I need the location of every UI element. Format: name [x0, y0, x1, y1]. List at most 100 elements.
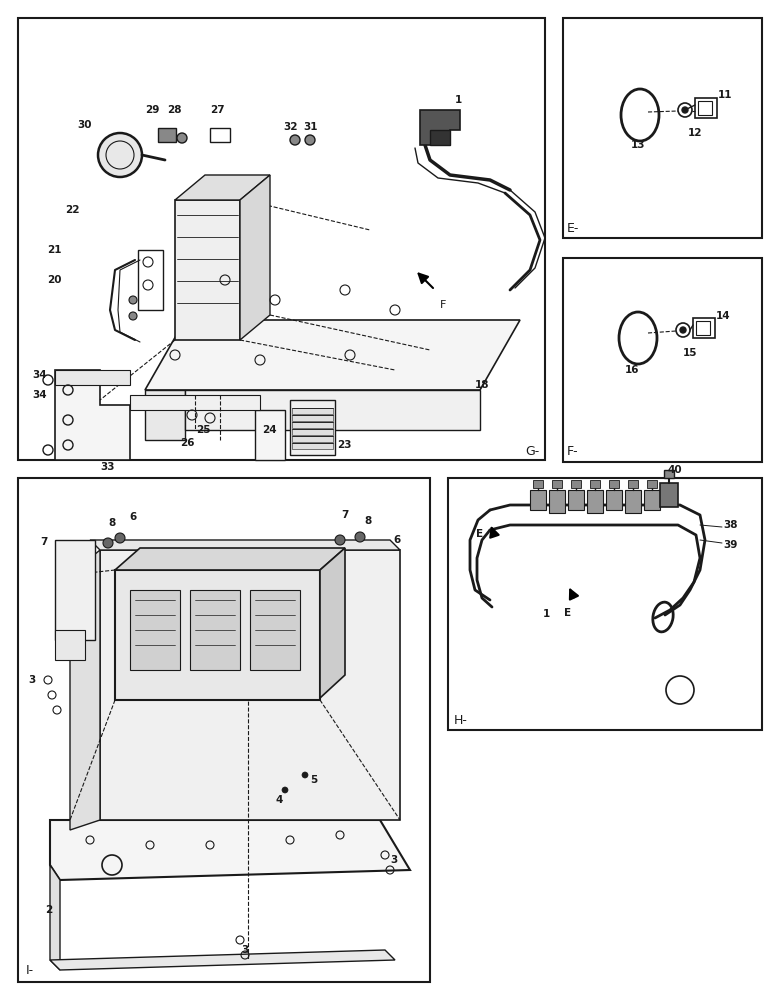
Bar — [660, 483, 678, 507]
Bar — [563, 258, 762, 462]
Bar — [130, 590, 180, 670]
Text: 24: 24 — [262, 425, 277, 435]
Circle shape — [335, 535, 345, 545]
Text: 29: 29 — [145, 105, 159, 115]
Bar — [430, 130, 450, 145]
Text: 28: 28 — [167, 105, 181, 115]
Text: 1: 1 — [543, 609, 550, 619]
Text: 8: 8 — [364, 516, 371, 526]
Polygon shape — [70, 550, 100, 830]
Bar — [698, 101, 712, 115]
Text: 34: 34 — [32, 390, 47, 400]
Text: 22: 22 — [66, 205, 80, 215]
Polygon shape — [55, 370, 130, 460]
Bar — [250, 590, 300, 670]
Polygon shape — [55, 370, 130, 385]
Polygon shape — [50, 865, 60, 970]
Circle shape — [355, 532, 365, 542]
Text: 7: 7 — [342, 510, 349, 520]
Bar — [568, 490, 584, 510]
Polygon shape — [420, 110, 460, 145]
Polygon shape — [175, 200, 240, 340]
Text: F: F — [440, 300, 446, 310]
Text: 6: 6 — [393, 535, 400, 545]
Bar — [18, 18, 545, 460]
Polygon shape — [50, 950, 395, 970]
Text: H-: H- — [454, 714, 468, 727]
Text: 21: 21 — [48, 245, 62, 255]
Bar — [571, 480, 581, 488]
Polygon shape — [55, 630, 85, 660]
Text: 11: 11 — [718, 90, 732, 100]
Text: 23: 23 — [337, 440, 352, 450]
Polygon shape — [90, 540, 400, 550]
Circle shape — [129, 296, 137, 304]
Text: 5: 5 — [310, 775, 317, 785]
Circle shape — [177, 133, 187, 143]
Text: 32: 32 — [284, 122, 298, 132]
Polygon shape — [145, 390, 185, 440]
Bar — [695, 98, 717, 118]
Bar — [696, 321, 710, 335]
Text: 16: 16 — [625, 365, 640, 375]
Bar — [549, 490, 565, 513]
Bar — [647, 480, 657, 488]
Bar — [448, 478, 762, 730]
Polygon shape — [320, 548, 345, 698]
Text: 6: 6 — [129, 512, 136, 522]
Polygon shape — [185, 390, 480, 430]
Bar — [292, 415, 333, 421]
Bar — [530, 490, 546, 510]
Text: 4: 4 — [275, 795, 282, 805]
Polygon shape — [290, 400, 335, 455]
Bar — [587, 490, 603, 513]
Polygon shape — [100, 550, 400, 820]
Circle shape — [129, 312, 137, 320]
Bar — [292, 429, 333, 435]
Polygon shape — [240, 175, 270, 340]
Text: 3: 3 — [390, 855, 397, 865]
Circle shape — [282, 787, 288, 793]
Circle shape — [115, 533, 125, 543]
Bar — [552, 480, 562, 488]
Text: E: E — [476, 529, 483, 539]
Text: 31: 31 — [303, 122, 318, 132]
Text: 13: 13 — [631, 140, 645, 150]
Circle shape — [680, 327, 686, 333]
Text: 27: 27 — [210, 105, 225, 115]
Circle shape — [305, 135, 315, 145]
Text: 40: 40 — [668, 465, 682, 475]
Bar — [18, 478, 430, 982]
Bar — [292, 436, 333, 442]
Bar — [563, 18, 762, 238]
Polygon shape — [130, 395, 260, 410]
Bar — [609, 480, 619, 488]
Bar — [664, 470, 674, 478]
Text: 3: 3 — [29, 675, 36, 685]
Text: E: E — [565, 608, 572, 618]
Circle shape — [98, 133, 142, 177]
Circle shape — [290, 135, 300, 145]
Text: 34: 34 — [32, 370, 47, 380]
Text: 3: 3 — [241, 945, 249, 955]
Bar — [292, 443, 333, 449]
Bar — [292, 408, 333, 414]
Polygon shape — [55, 540, 95, 640]
Text: G-: G- — [525, 445, 539, 458]
Bar — [644, 490, 660, 510]
Bar — [628, 480, 638, 488]
Bar — [590, 480, 600, 488]
Bar — [138, 250, 163, 310]
Text: 2: 2 — [44, 905, 52, 915]
Polygon shape — [255, 410, 285, 460]
Text: 7: 7 — [41, 537, 48, 547]
Text: 12: 12 — [688, 128, 702, 138]
Bar — [158, 128, 176, 142]
Text: 25: 25 — [196, 425, 211, 435]
Text: E-: E- — [567, 222, 580, 235]
Text: 38: 38 — [723, 520, 738, 530]
Text: 8: 8 — [108, 518, 115, 528]
Bar — [210, 128, 230, 142]
Text: 33: 33 — [100, 462, 115, 472]
Text: 1: 1 — [455, 95, 463, 105]
